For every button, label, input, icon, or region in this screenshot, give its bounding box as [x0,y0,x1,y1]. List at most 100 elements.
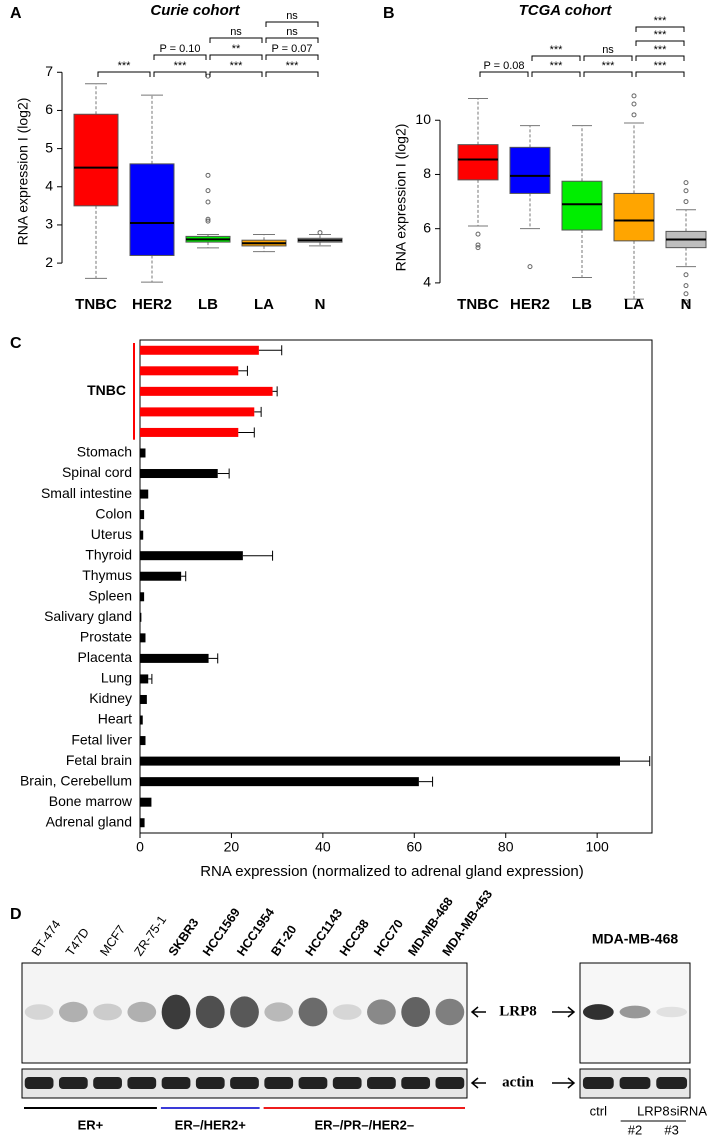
outlier [683,283,689,289]
blot-band [195,1077,225,1089]
outlier [683,291,689,297]
x-tick-label: TNBC [75,296,117,313]
blot-band [332,1077,362,1089]
significance-bracket [97,71,151,77]
significance-bracket [479,71,529,77]
blot-band [332,1004,362,1020]
y-tick-label: 4 [45,177,53,193]
chart-title: Curie cohort [150,2,240,19]
group-label: TNBC [87,382,126,398]
outlier [631,93,637,99]
significance-label: *** [286,60,300,72]
lane-label: HCC70 [371,917,406,959]
group-label: ER–/PR–/HER2– [314,1117,414,1132]
blot-band [367,1077,396,1089]
right-title: MDA-MB-468 [592,931,679,947]
significance-label: *** [118,60,132,72]
lane-label: SKBR3 [166,916,202,959]
outlier [205,172,211,178]
outlier [205,73,211,79]
y-tick-label: Colon [95,505,132,521]
significance-bracket [583,71,633,77]
significance-bracket [635,55,685,61]
x-tick-label: LA [624,296,644,313]
blot-band [298,1077,328,1089]
panel-label: B [383,5,395,22]
significance-label: P = 0.10 [159,43,200,55]
outlier [683,272,689,278]
outlier [475,242,481,248]
y-tick-label: Thymus [82,567,132,583]
significance-bracket [635,40,685,46]
x-tick-label: 0 [136,839,144,855]
x-tick-label: LB [198,296,218,313]
band-label: LRP8 [499,1003,537,1019]
box [561,180,603,231]
significance-bracket [265,71,319,77]
x-tick-label: 60 [406,839,422,855]
significance-label: ns [602,44,614,56]
blot-band [435,998,465,1026]
significance-bracket [265,54,319,60]
outlier [683,180,689,186]
box [129,163,175,256]
y-tick-label: 3 [45,216,53,232]
lane-label: MCF7 [97,923,128,959]
significance-bracket [209,71,263,77]
significance-label: *** [654,60,668,72]
outlier [631,101,637,107]
bar [140,427,239,437]
box [613,192,655,242]
bar [140,736,146,746]
x-tick-label: N [315,296,326,313]
blot-band [24,1004,54,1020]
arrow [470,1077,486,1089]
lane-label: BT-20 [268,923,299,959]
x-tick-label: N [681,296,692,313]
significance-label: *** [174,60,188,72]
panel-label: A [10,5,22,22]
blot-band [656,1077,688,1089]
bar [140,715,143,725]
arrow [552,1077,576,1089]
y-tick-label: Stomach [77,444,132,460]
lane-label: BT-474 [29,918,64,959]
x-tick-label: 20 [224,839,240,855]
blot-band [161,1077,191,1089]
outlier [683,299,689,305]
significance-label: ** [232,43,241,55]
lane-label: ZR-75-1 [131,913,169,959]
bar [140,797,152,807]
outlier [205,218,211,224]
chart-title: TCGA cohort [519,2,613,19]
target-label: LRP8 [637,1103,670,1118]
x-tick-label: 80 [498,839,514,855]
significance-label: *** [602,60,616,72]
x-tick-label: LB [572,296,592,313]
box [73,113,119,207]
y-tick-label: 10 [415,111,431,127]
blot-band [127,1001,157,1023]
significance-bracket [531,55,581,61]
bar [140,756,620,766]
significance-bracket [635,71,685,77]
outlier [683,188,689,194]
bar [140,489,149,499]
blot-band [58,1001,88,1023]
significance-label: ns [286,10,298,22]
bar [140,592,145,602]
bar [140,345,259,355]
significance-label: P = 0.08 [483,60,524,72]
outlier [475,231,481,237]
significance-bracket [583,55,633,61]
bar [140,612,142,622]
bar [140,386,273,396]
bar [140,818,145,828]
significance-label: *** [550,44,564,56]
significance-bracket [635,26,685,32]
y-tick-label: 6 [423,219,431,235]
group-label: ER+ [78,1117,104,1132]
box [509,146,551,194]
y-tick-label: Spleen [88,587,132,603]
bar [140,633,146,643]
